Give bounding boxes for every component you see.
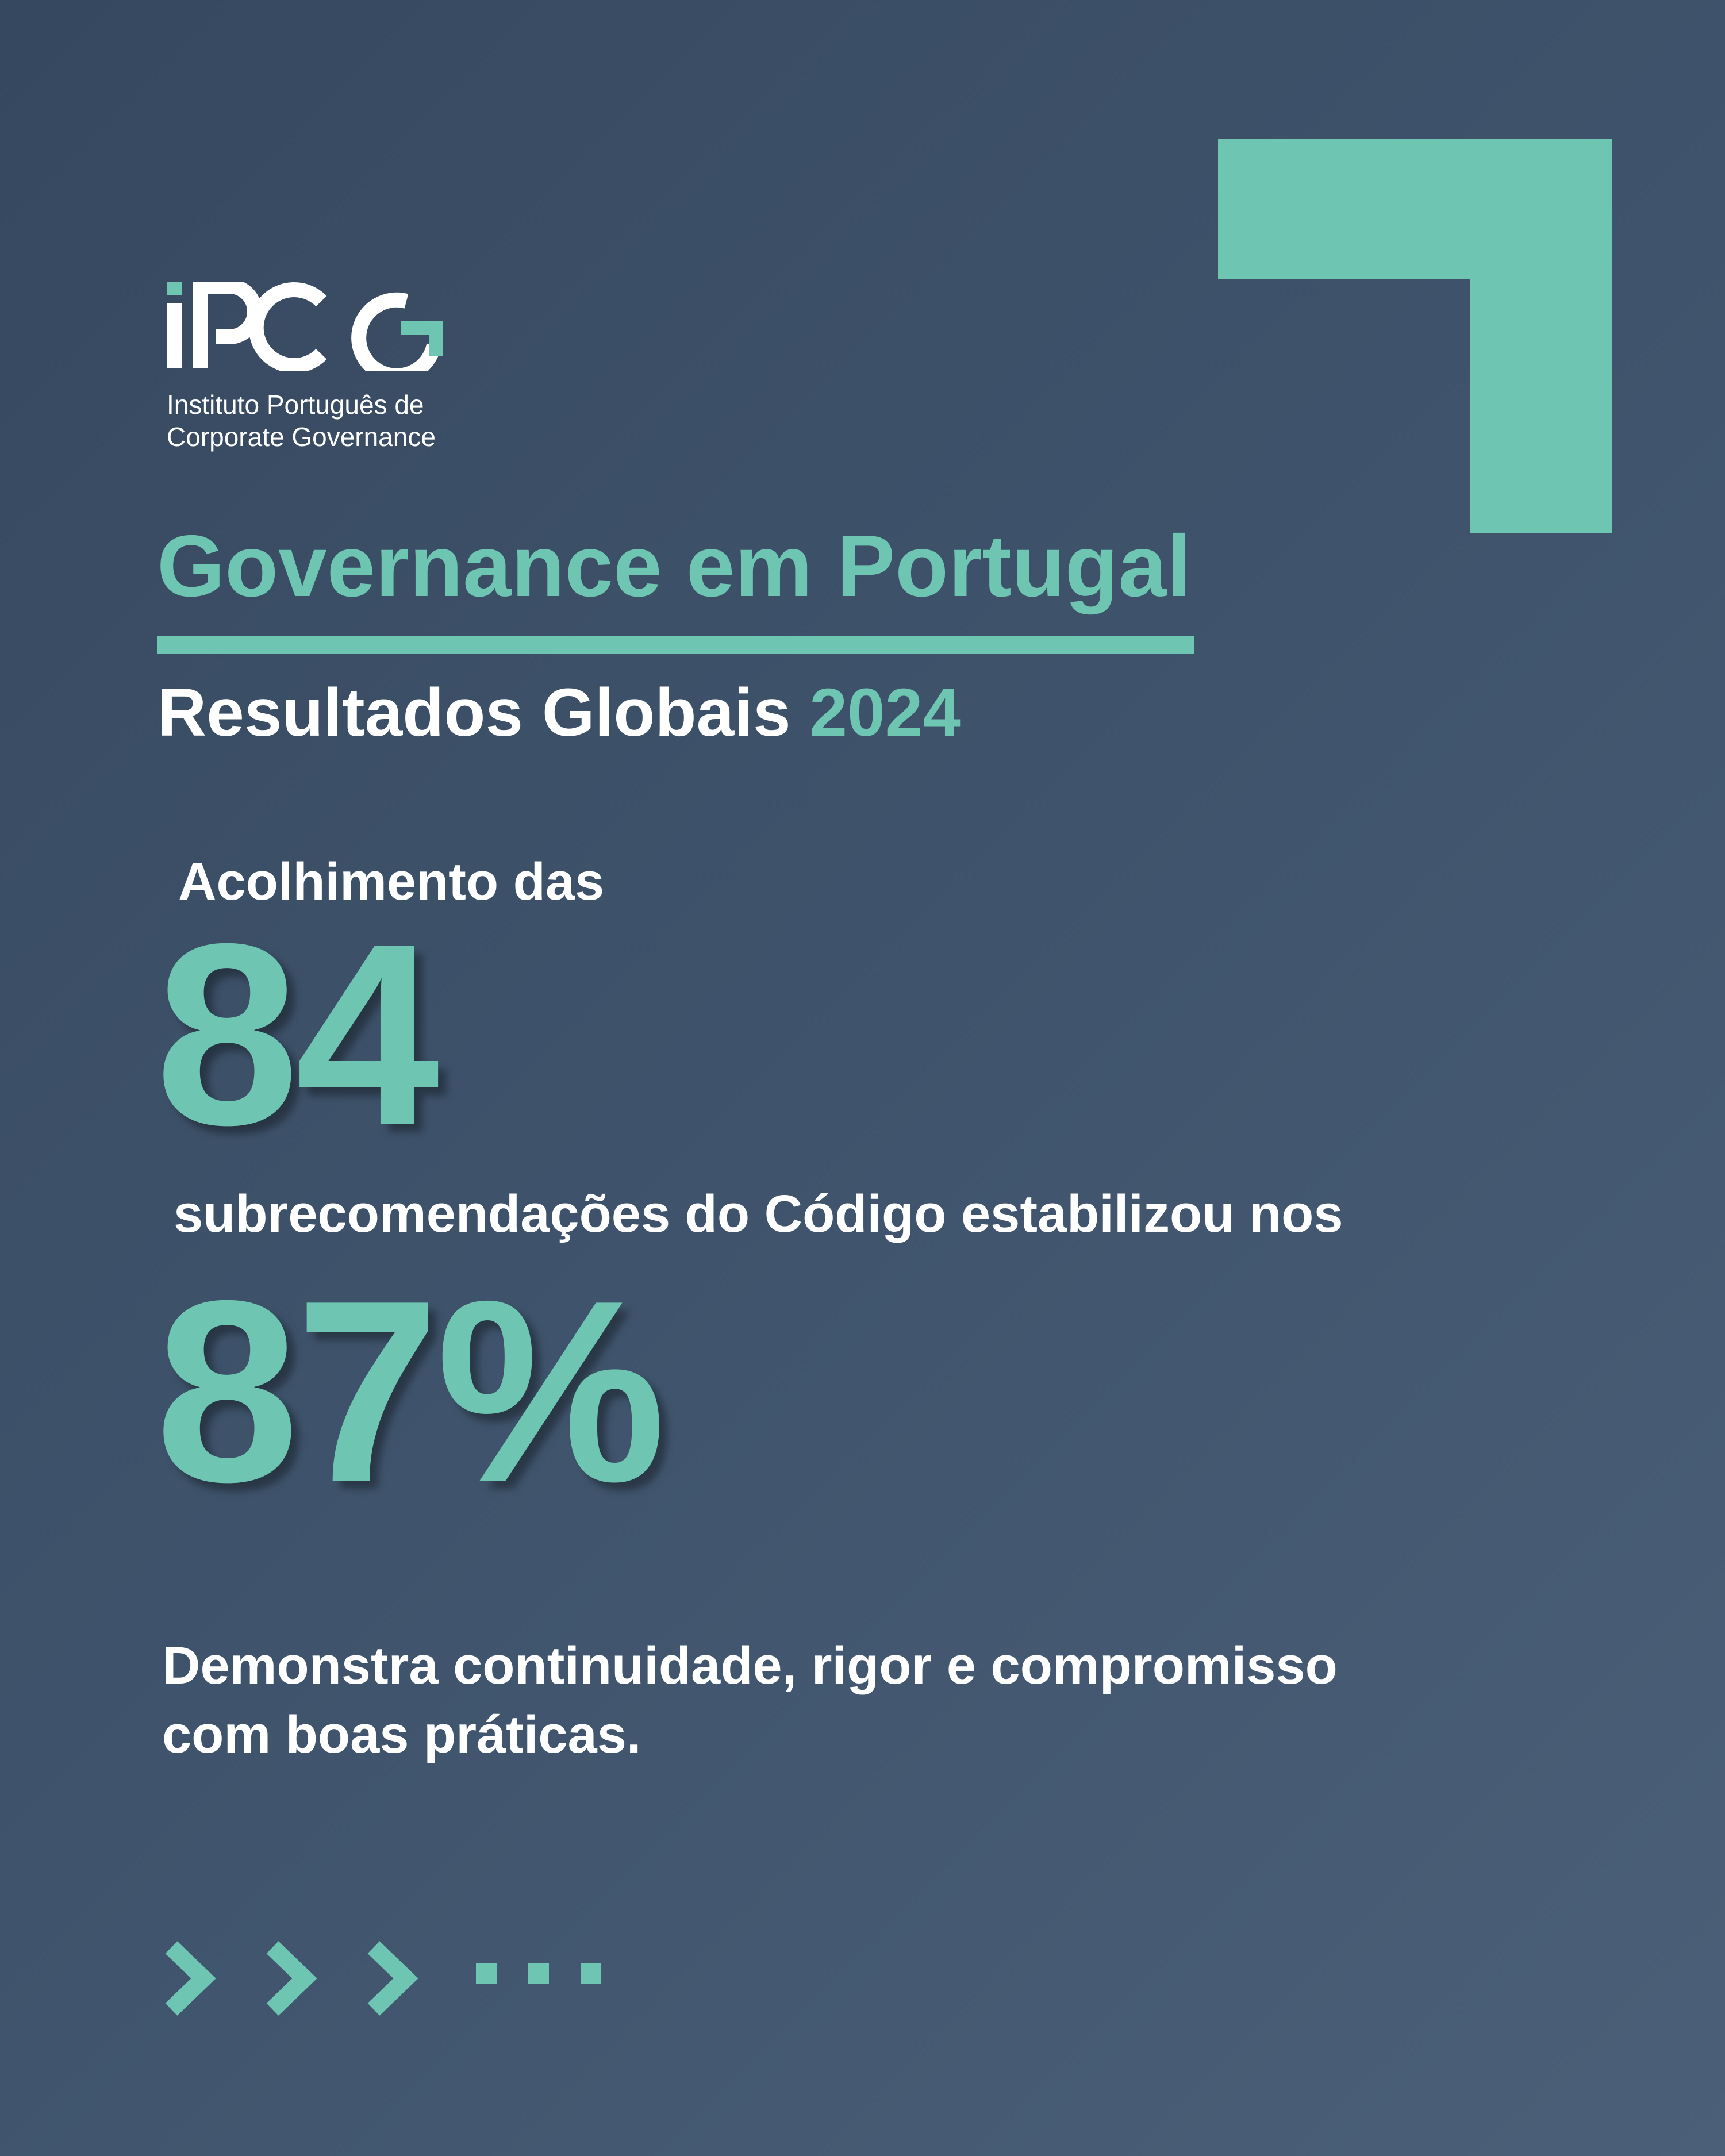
ipcg-logo (167, 282, 443, 371)
logo-subtitle: Instituto Português de Corporate Governa… (167, 389, 436, 453)
stat-lead-1: Acolhimento das (178, 852, 605, 911)
subtitle-text: Resultados Globais (157, 675, 791, 751)
chevron-right-icon (266, 1941, 317, 2016)
page-title: Governance em Portugal (157, 517, 1192, 615)
stat-number-2: 87% (155, 1247, 666, 1536)
stat-number-1: 84 (155, 890, 440, 1179)
closing-statement: Demonstra continuidade, rigor e compromi… (162, 1631, 1542, 1769)
chevron-right-icon (165, 1941, 216, 2016)
subtitle-year: 2024 (809, 675, 961, 751)
title-underline (157, 636, 1194, 654)
closing-line-2: com boas práticas. (162, 1705, 641, 1764)
logo-subtitle-line2: Corporate Governance (167, 422, 436, 452)
corner-bracket-side (1470, 139, 1612, 533)
ellipsis-dot (581, 1963, 601, 1984)
chevron-right-icon (367, 1941, 418, 2016)
ellipsis-dot (476, 1963, 497, 1984)
ellipsis-dot (528, 1963, 549, 1984)
page-subtitle: Resultados Globais 2024 (157, 672, 961, 753)
stat-lead-2: subrecomendações do Código estabilizou n… (174, 1185, 1343, 1243)
closing-line-1: Demonstra continuidade, rigor e compromi… (162, 1636, 1338, 1695)
ellipsis-icon (476, 1963, 602, 1984)
logo-subtitle-line1: Instituto Português de (167, 390, 424, 420)
